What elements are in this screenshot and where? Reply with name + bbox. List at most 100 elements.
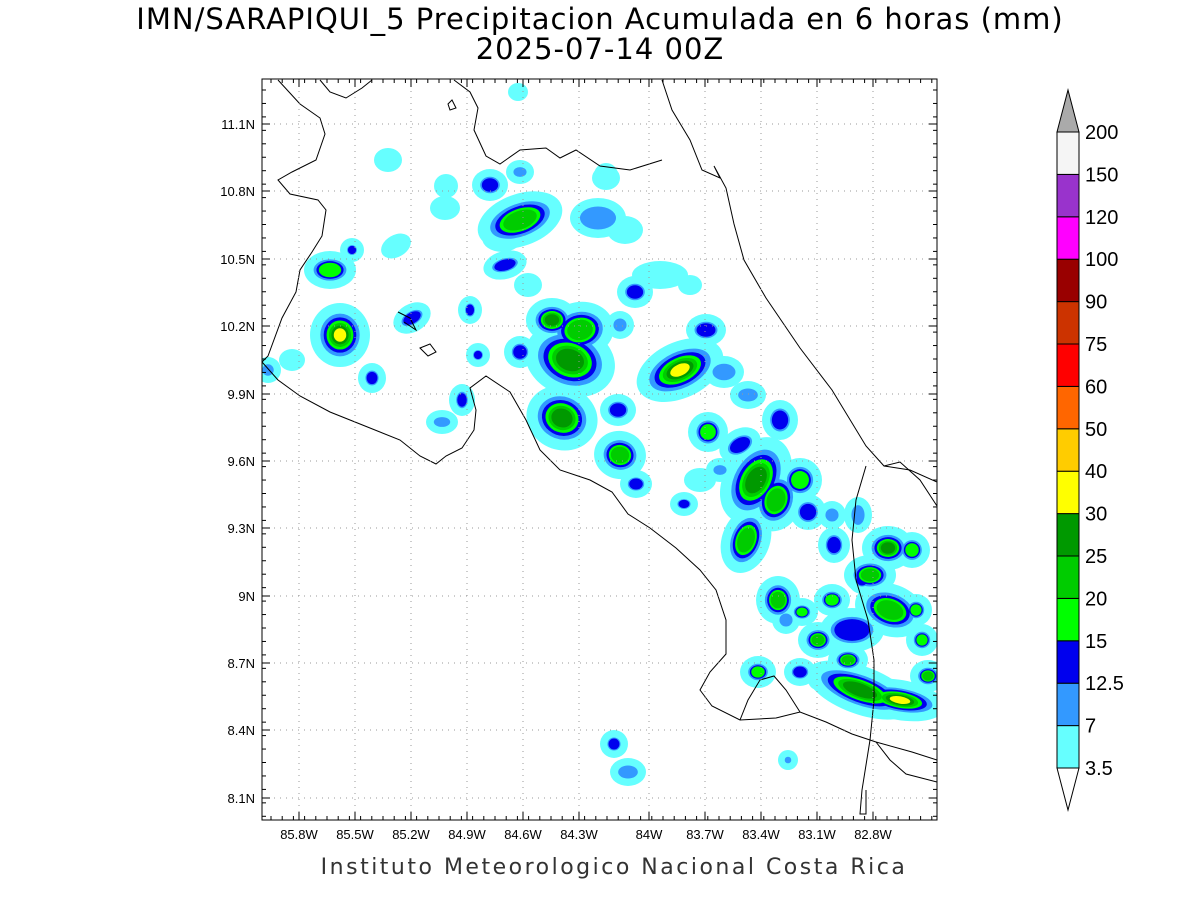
lat-tick-label: 11.1N [221, 117, 255, 132]
rain-cell-20 [737, 527, 755, 553]
rain-cell-12 [473, 350, 483, 360]
rain-cell-12 [403, 311, 421, 325]
precipitation-field [262, 83, 937, 786]
colorbar-label: 50 [1085, 419, 1107, 441]
rain-cell-15 [318, 262, 342, 278]
rain-cell-light [434, 174, 458, 198]
colorbar-label: 90 [1085, 292, 1107, 314]
colorbar-segment [1056, 555, 1080, 599]
rain-cell-20 [770, 591, 786, 609]
rain-cell-12 [827, 536, 841, 554]
rain-cell-12 [347, 245, 357, 255]
rain-cell-7 [579, 206, 617, 230]
rain-cell-15 [796, 607, 808, 617]
rain-cell-12 [729, 436, 751, 454]
rain-cell-25 [842, 681, 878, 699]
lon-tick-label: 83.4W [742, 827, 780, 842]
rain-cell-15 [910, 604, 922, 616]
rain-cell-12 [834, 619, 870, 641]
rain-cell-7 [712, 363, 736, 381]
rain-cell-12 [465, 304, 475, 316]
colorbar-label: 120 [1085, 207, 1118, 229]
rain-cell-15 [791, 471, 809, 489]
rain-cell-15 [825, 594, 839, 606]
rain-cell-light [514, 273, 542, 297]
rain-cell-7 [513, 167, 527, 177]
colorbar-segment [1056, 513, 1080, 557]
colorbar-segment [1056, 470, 1080, 515]
rain-cell-7 [618, 765, 638, 779]
rain-cell-20 [610, 446, 630, 464]
plot-frame [261, 78, 938, 821]
rain-cell-light [508, 83, 528, 101]
rain-cell-25 [551, 408, 573, 428]
rain-cell-20 [860, 568, 880, 582]
lon-tick-label: 84.6W [504, 827, 542, 842]
lon-tick-label: 83.7W [686, 827, 724, 842]
colorbar-low-arrow [1056, 767, 1080, 812]
rain-cell-12 [494, 259, 516, 271]
colorbar: 3.5 7 12.5 15 20 25 30 40 50 60 75 90 100 120 150 200 [1056, 88, 1124, 812]
colorbar-segment [1056, 173, 1080, 218]
map-date: 2025-07-14 00Z [475, 32, 725, 66]
colorbar-label: 200 [1085, 122, 1118, 144]
rain-cell-12 [696, 323, 716, 337]
colorbar-label: 60 [1085, 376, 1107, 398]
colorbar-label: 100 [1085, 249, 1118, 271]
colorbar-label: 12.5 [1085, 673, 1124, 695]
rain-cell-12 [626, 285, 644, 299]
lon-tick-label: 84.9W [448, 827, 486, 842]
lat-tick-label: 8.4N [228, 723, 255, 738]
rain-cell-20 [841, 655, 855, 665]
colorbar-segment [1056, 258, 1080, 303]
colorbar-label: 7 [1085, 716, 1096, 738]
lon-tick-label: 85.5W [336, 827, 374, 842]
lon-tick-label: 83.1W [798, 827, 836, 842]
rain-cell-12 [366, 371, 378, 385]
rain-cell-7 [433, 417, 451, 427]
rain-cell-12 [678, 499, 690, 509]
colorbar-segment [1056, 597, 1080, 642]
rain-cell-12 [609, 403, 627, 417]
rain-cell-25 [555, 348, 585, 372]
rain-cell-7 [713, 465, 727, 475]
colorbar-label: 40 [1085, 461, 1107, 483]
colorbar-segment [1056, 640, 1080, 684]
rain-cell-7 [825, 508, 839, 522]
rain-cell-12 [481, 178, 499, 192]
rain-cell-light [594, 163, 618, 187]
rain-cell-25 [745, 466, 767, 494]
colorbar-label: 25 [1085, 546, 1107, 568]
lat-tick-label: 10.2N [220, 319, 255, 334]
rain-cell-light [632, 261, 688, 289]
lon-tick-label: 85.8W [280, 827, 318, 842]
colorbar-segment [1056, 343, 1080, 387]
rain-cell-12 [629, 478, 643, 490]
footer-credit: Instituto Meteorologico Nacional Costa R… [320, 855, 908, 880]
rain-cell-30 [333, 328, 347, 342]
lon-tick-label: 84.3W [560, 827, 598, 842]
axis-ticks [262, 79, 937, 820]
lat-tick-label: 8.7N [228, 656, 255, 671]
rain-cell-light [678, 275, 702, 295]
lat-tick-label: 9.9N [228, 387, 255, 402]
lat-tick-label: 10.8N [220, 184, 255, 199]
rain-cell-15 [916, 634, 928, 646]
rain-cell-15 [751, 666, 765, 678]
coastlines [262, 79, 937, 815]
rain-cell-light [607, 216, 643, 244]
rain-cell-20 [922, 671, 934, 681]
rain-cell-light [430, 196, 460, 220]
rain-cell-7 [779, 613, 793, 627]
colorbar-segment [1056, 131, 1080, 175]
colorbar-segment [1056, 725, 1080, 769]
colorbar-segment [1056, 216, 1080, 260]
rain-cell-12 [608, 738, 620, 750]
rain-cell-7 [784, 756, 792, 764]
rain-cell-12 [513, 345, 527, 359]
rain-cell-20 [567, 319, 593, 341]
axis-tick-labels: 85.8W 85.5W 85.2W 84.9W 84.6W 84.3W 84W 83.7W 83… [220, 117, 892, 842]
colorbar-high-arrow [1056, 88, 1080, 133]
lon-tick-label: 85.2W [392, 827, 430, 842]
